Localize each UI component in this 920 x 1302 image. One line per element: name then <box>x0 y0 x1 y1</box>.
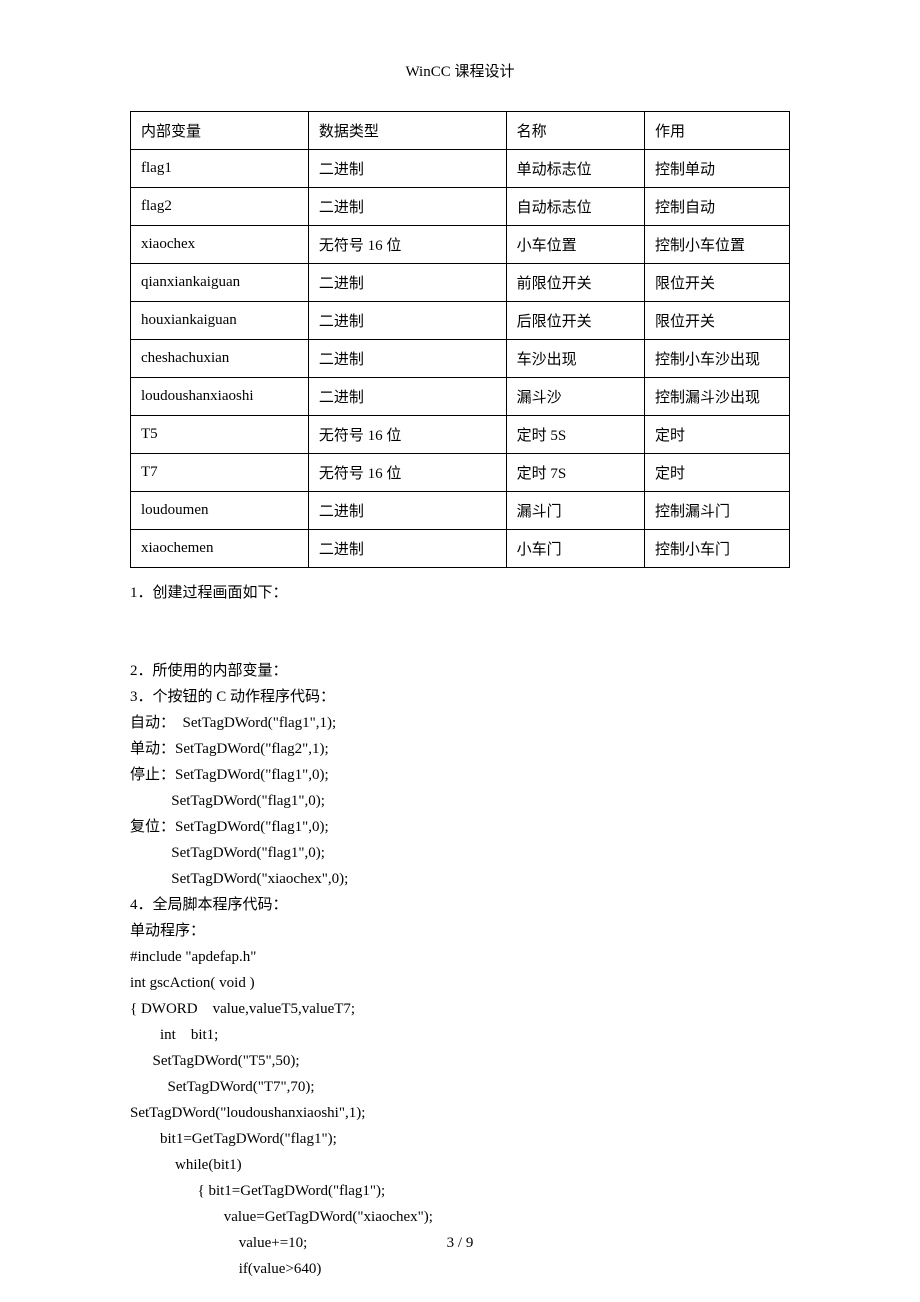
code-line: 停止：SetTagDWord("flag1",0); <box>130 762 790 788</box>
table-cell: 控制单动 <box>644 150 789 188</box>
table-cell: 限位开关 <box>644 264 789 302</box>
table-cell: flag2 <box>131 188 309 226</box>
table-cell: 单动标志位 <box>506 150 644 188</box>
table-cell: 二进制 <box>308 492 506 530</box>
table-cell: 二进制 <box>308 188 506 226</box>
table-cell: 定时 5S <box>506 416 644 454</box>
table-cell: 定时 <box>644 454 789 492</box>
table-cell: 控制漏斗门 <box>644 492 789 530</box>
code-line: 自动： SetTagDWord("flag1",1); <box>130 710 790 736</box>
section-4: 4．全局脚本程序代码： <box>130 892 790 918</box>
code-line: { bit1=GetTagDWord("flag1"); <box>130 1178 790 1204</box>
table-cell: loudoumen <box>131 492 309 530</box>
table-cell: 定时 7S <box>506 454 644 492</box>
table-row: xiaochemen 二进制 小车门 控制小车门 <box>131 530 790 568</box>
section-3: 3．个按钮的 C 动作程序代码： <box>130 684 790 710</box>
table-cell: T7 <box>131 454 309 492</box>
table-cell: 二进制 <box>308 340 506 378</box>
table-header-row: 内部变量 数据类型 名称 作用 <box>131 112 790 150</box>
code-line: int bit1; <box>130 1022 790 1048</box>
table-cell: loudoushanxiaoshi <box>131 378 309 416</box>
code-line: bit1=GetTagDWord("flag1"); <box>130 1126 790 1152</box>
code-line: int gscAction( void ) <box>130 970 790 996</box>
table-cell: 二进制 <box>308 530 506 568</box>
code-line: if(value>640) <box>130 1256 790 1282</box>
table-cell: 二进制 <box>308 150 506 188</box>
table-cell: flag1 <box>131 150 309 188</box>
table-cell: 控制小车位置 <box>644 226 789 264</box>
table-cell: 控制漏斗沙出现 <box>644 378 789 416</box>
table-cell: qianxiankaiguan <box>131 264 309 302</box>
code-line: SetTagDWord("flag1",0); <box>130 840 790 866</box>
table-cell: xiaochemen <box>131 530 309 568</box>
table-header: 作用 <box>644 112 789 150</box>
table-cell: cheshachuxian <box>131 340 309 378</box>
table-cell: 漏斗门 <box>506 492 644 530</box>
table-row: houxiankaiguan 二进制 后限位开关 限位开关 <box>131 302 790 340</box>
code-line: SetTagDWord("T5",50); <box>130 1048 790 1074</box>
table-cell: 后限位开关 <box>506 302 644 340</box>
table-cell: 限位开关 <box>644 302 789 340</box>
table-cell: 定时 <box>644 416 789 454</box>
table-cell: T5 <box>131 416 309 454</box>
code-line: SetTagDWord("loudoushanxiaoshi",1); <box>130 1100 790 1126</box>
table-cell: 控制小车门 <box>644 530 789 568</box>
table-row: loudoushanxiaoshi 二进制 漏斗沙 控制漏斗沙出现 <box>131 378 790 416</box>
table-cell: 二进制 <box>308 264 506 302</box>
code-line: 复位：SetTagDWord("flag1",0); <box>130 814 790 840</box>
table-row: loudoumen 二进制 漏斗门 控制漏斗门 <box>131 492 790 530</box>
code-line: SetTagDWord("xiaochex",0); <box>130 866 790 892</box>
table-cell: 小车位置 <box>506 226 644 264</box>
table-header: 内部变量 <box>131 112 309 150</box>
table-row: cheshachuxian 二进制 车沙出现 控制小车沙出现 <box>131 340 790 378</box>
code-line: while(bit1) <box>130 1152 790 1178</box>
table-row: T5 无符号 16 位 定时 5S 定时 <box>131 416 790 454</box>
page-header: WinCC 课程设计 <box>0 0 920 111</box>
table-header: 数据类型 <box>308 112 506 150</box>
section-4-label: 单动程序： <box>130 918 790 944</box>
table-cell: 二进制 <box>308 378 506 416</box>
table-cell: 车沙出现 <box>506 340 644 378</box>
page-number: 3 / 9 <box>447 1235 474 1251</box>
table-cell: houxiankaiguan <box>131 302 309 340</box>
code-line: #include "apdefap.h" <box>130 944 790 970</box>
table-row: flag1 二进制 单动标志位 控制单动 <box>131 150 790 188</box>
table-cell: 控制自动 <box>644 188 789 226</box>
table-cell: 二进制 <box>308 302 506 340</box>
header-title: WinCC 课程设计 <box>406 64 515 80</box>
table-row: T7 无符号 16 位 定时 7S 定时 <box>131 454 790 492</box>
table-cell: 无符号 16 位 <box>308 416 506 454</box>
variable-table: 内部变量 数据类型 名称 作用 flag1 二进制 单动标志位 控制单动 fla… <box>130 111 790 568</box>
section-2: 2．所使用的内部变量： <box>130 658 790 684</box>
table-header: 名称 <box>506 112 644 150</box>
table-row: qianxiankaiguan 二进制 前限位开关 限位开关 <box>131 264 790 302</box>
table-cell: 自动标志位 <box>506 188 644 226</box>
table-cell: 前限位开关 <box>506 264 644 302</box>
table-cell: xiaochex <box>131 226 309 264</box>
table-cell: 无符号 16 位 <box>308 226 506 264</box>
code-line: { DWORD value,valueT5,valueT7; <box>130 996 790 1022</box>
text-content: 1．创建过程画面如下： 2．所使用的内部变量： 3．个按钮的 C 动作程序代码：… <box>130 580 790 1282</box>
table-cell: 控制小车沙出现 <box>644 340 789 378</box>
page-content: 内部变量 数据类型 名称 作用 flag1 二进制 单动标志位 控制单动 fla… <box>0 111 920 1282</box>
code-line: value=GetTagDWord("xiaochex"); <box>130 1204 790 1230</box>
code-line: SetTagDWord("flag1",0); <box>130 788 790 814</box>
table-row: flag2 二进制 自动标志位 控制自动 <box>131 188 790 226</box>
table-cell: 小车门 <box>506 530 644 568</box>
table-row: xiaochex 无符号 16 位 小车位置 控制小车位置 <box>131 226 790 264</box>
section-1: 1．创建过程画面如下： <box>130 580 790 606</box>
page-footer: 3 / 9 <box>0 1235 920 1252</box>
table-cell: 漏斗沙 <box>506 378 644 416</box>
table-cell: 无符号 16 位 <box>308 454 506 492</box>
code-line: SetTagDWord("T7",70); <box>130 1074 790 1100</box>
code-line: 单动：SetTagDWord("flag2",1); <box>130 736 790 762</box>
